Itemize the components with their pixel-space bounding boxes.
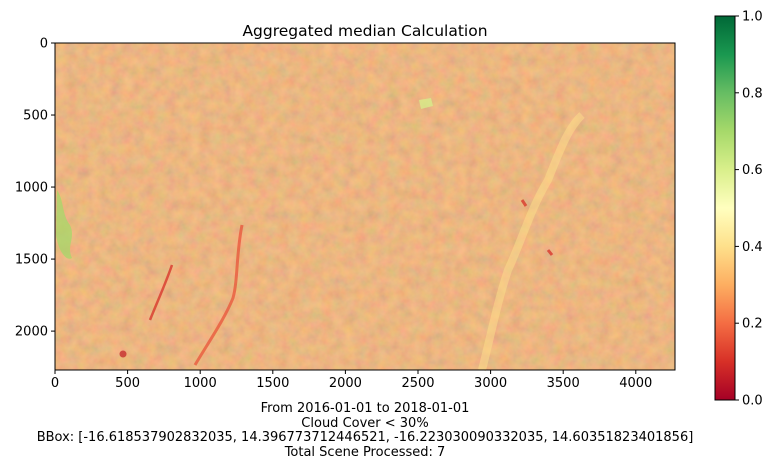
- x-tick-label: 500: [115, 376, 140, 391]
- x-tick-label: 1000: [184, 376, 217, 391]
- caption-bbox: BBox: [-16.618537902832035, 14.396773712…: [36, 430, 694, 445]
- colorbar-tick-label: 0.4: [742, 240, 763, 255]
- x-tick-label: 3500: [547, 376, 580, 391]
- colorbar-tick-label: 0.6: [742, 163, 763, 178]
- y-tick-label: 1500: [15, 253, 48, 268]
- x-tick-label: 2000: [329, 376, 362, 391]
- caption-block: From 2016-01-01 to 2018-01-01 Cloud Cove…: [0, 401, 730, 460]
- heatmap-texture: [55, 43, 675, 370]
- colorbar: [714, 15, 736, 401]
- red-river-left: [148, 264, 174, 321]
- x-tick-label: 4000: [619, 376, 652, 391]
- axes-frame: [54, 42, 676, 371]
- x-tick-label: 3000: [474, 376, 507, 391]
- caption-date-range: From 2016-01-01 to 2018-01-01: [260, 401, 470, 416]
- red-spot-bottom-left: [119, 350, 127, 358]
- y-tick-label: 0: [40, 37, 48, 52]
- x-tick-label: 2500: [401, 376, 434, 391]
- colorbar-tick-label: 0.8: [742, 86, 763, 101]
- y-axis: 0 500 1000 1500 2000: [15, 37, 55, 340]
- light-channel-right: [478, 112, 585, 371]
- heatmap-image: [55, 43, 675, 371]
- red-river-center: [193, 224, 244, 366]
- colorbar-tick-label: 0.0: [742, 394, 763, 409]
- colorbar-tick-label: 0.2: [742, 317, 763, 332]
- y-tick-label: 500: [23, 109, 48, 124]
- colorbar-tick-label: 1.0: [742, 10, 763, 25]
- chart-title: Aggregated median Calculation: [242, 22, 487, 40]
- caption-scene-count: Total Scene Processed: 7: [284, 444, 446, 460]
- y-tick-label: 2000: [15, 325, 48, 340]
- x-tick-label: 0: [51, 376, 59, 391]
- y-tick-label: 1000: [15, 181, 48, 196]
- red-spots-right: [520, 199, 554, 256]
- x-axis: 0 500 1000 1500 2000 2500 3000 3500 4000: [51, 370, 652, 391]
- green-patch-left: [56, 190, 72, 259]
- heatmap-patches: [56, 98, 585, 371]
- green-patch-top: [419, 98, 433, 109]
- colorbar-axis: 0.0 0.2 0.4 0.6 0.8 1.0: [735, 10, 763, 409]
- x-tick-label: 1500: [256, 376, 289, 391]
- caption-cloud-cover: Cloud Cover < 30%: [301, 415, 429, 431]
